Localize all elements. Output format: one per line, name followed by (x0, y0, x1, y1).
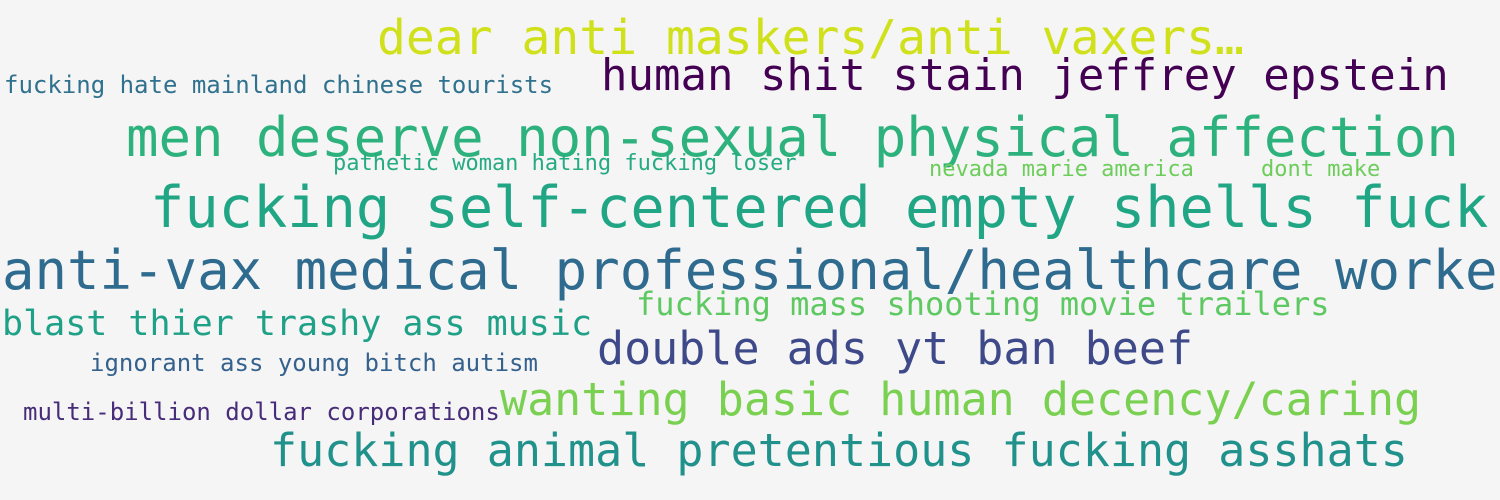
cloud-phrase: double ads yt ban beef (597, 322, 1194, 375)
cloud-phrase: fucking animal pretentious fucking assha… (270, 424, 1408, 477)
cloud-phrase: ignorant ass young bitch autism (90, 349, 538, 377)
cloud-phrase: nevada marie america (929, 157, 1194, 182)
cloud-phrase: fucking hate mainland chinese tourists (4, 71, 554, 99)
cloud-phrase: anti-vax medical professional/healthcare… (2, 239, 1500, 302)
cloud-phrase: pathetic woman hating fucking loser (333, 151, 797, 176)
cloud-phrase: multi-billion dollar corporations (23, 398, 500, 426)
cloud-phrase: wanting basic human decency/caring (500, 373, 1422, 426)
cloud-phrase: dont make (1261, 157, 1381, 182)
cloud-phrase: dear anti maskers/anti vaxers… (377, 10, 1244, 66)
cloud-phrase: men deserve non-sexual physical affectio… (126, 106, 1459, 169)
cloud-phrase: blast thier trashy ass music (2, 304, 593, 344)
cloud-phrase: fucking mass shooting movie trailers (636, 285, 1330, 323)
cloud-phrase: human shit stain jeffrey epstein (601, 50, 1449, 101)
cloud-phrase: fucking self-centered empty shells fuck (150, 175, 1489, 241)
